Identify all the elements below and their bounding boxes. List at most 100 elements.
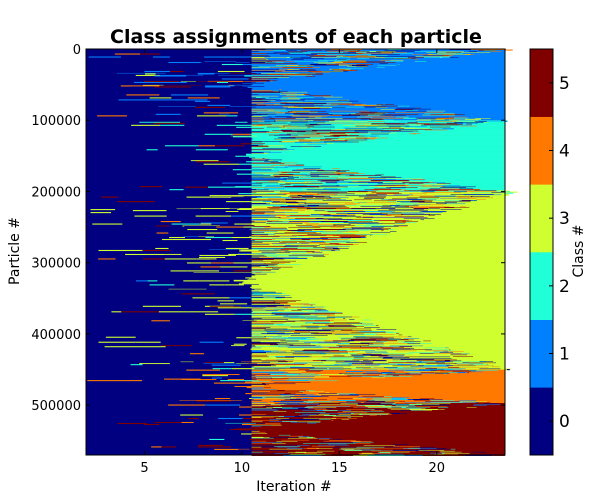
heatmap-cell <box>229 62 251 64</box>
heatmap-cell <box>181 253 217 256</box>
heatmap-cell <box>91 94 127 96</box>
heatmap-cell <box>170 270 188 272</box>
heatmap-cell <box>123 238 140 241</box>
heatmap-cell <box>126 115 162 117</box>
heatmap-cell <box>169 236 186 239</box>
heatmap-cell <box>224 346 256 348</box>
heatmap-cell <box>191 210 206 212</box>
heatmap-cell <box>202 375 229 377</box>
heatmap-cell <box>216 379 228 381</box>
heatmap-cell <box>168 247 186 250</box>
heatmap-cell <box>200 309 231 311</box>
heatmap-cell <box>103 161 124 163</box>
heatmap-cell <box>162 377 192 379</box>
heatmap-cell <box>211 196 244 198</box>
heatmap-cell <box>169 106 196 108</box>
heatmap-cell <box>134 215 167 217</box>
heatmap-cell <box>233 343 247 345</box>
heatmap-cell <box>116 135 147 137</box>
heatmap-cell <box>146 226 174 228</box>
heatmap-cell <box>205 85 235 87</box>
heatmap-cell <box>237 73 261 75</box>
heatmap-cell <box>146 149 158 151</box>
heatmap-cell <box>115 97 150 99</box>
heatmap-cell <box>182 163 204 165</box>
heatmap-cell <box>140 106 170 108</box>
heatmap-cell <box>164 258 197 260</box>
heatmap-cell <box>135 74 161 77</box>
heatmap-cell <box>168 225 183 227</box>
heatmap-cell <box>160 53 197 55</box>
heatmap-cell <box>219 243 233 246</box>
heatmap-cell <box>139 186 163 188</box>
heatmap-cell <box>194 124 217 126</box>
heatmap-cell <box>228 253 258 256</box>
heatmap-cell <box>211 223 235 225</box>
heatmap-cell <box>195 320 211 322</box>
heatmap-cell <box>229 161 247 163</box>
heatmap-cell <box>191 377 212 379</box>
heatmap-cell <box>196 258 217 260</box>
heatmap-cell <box>209 66 223 68</box>
heatmap-cell <box>217 289 236 291</box>
heatmap-cell <box>205 362 224 364</box>
heatmap-cell <box>235 382 265 384</box>
heatmap-cell <box>199 254 237 257</box>
heatmap-cell <box>205 210 223 212</box>
heatmap-cell <box>161 238 173 241</box>
heatmap-cell <box>149 336 170 338</box>
heatmap-cell <box>191 368 213 370</box>
heatmap-cell <box>189 289 218 291</box>
heatmap-cell <box>161 115 197 117</box>
heatmap-cell <box>182 375 203 377</box>
heatmap-cell <box>196 53 215 55</box>
heatmap-cell <box>225 256 244 259</box>
heatmap-cell <box>160 341 200 343</box>
heatmap-cell <box>185 236 206 239</box>
heatmap-cell <box>201 75 217 77</box>
heatmap-cell <box>225 106 257 108</box>
heatmap-cell <box>155 73 180 75</box>
heatmap-cell <box>229 221 255 223</box>
heatmap-cell <box>190 160 219 162</box>
heatmap-cell <box>161 66 194 68</box>
heatmap-cell <box>158 300 188 302</box>
heatmap-cell <box>168 61 202 64</box>
heatmap-cell <box>212 368 232 370</box>
heatmap-cell <box>126 380 143 382</box>
heatmap-cell <box>229 359 262 361</box>
heatmap-cell <box>180 113 220 115</box>
heatmap-cell <box>214 53 232 55</box>
heatmap-cell <box>164 364 186 366</box>
heatmap-cell <box>184 124 195 126</box>
heatmap-cell <box>168 232 207 234</box>
heatmap-cell <box>223 217 242 219</box>
heatmap-cell <box>216 124 235 126</box>
heatmap-cell <box>160 221 181 223</box>
heatmap-cell <box>200 259 225 262</box>
heatmap-cell <box>225 126 237 128</box>
heatmap-cell <box>152 196 187 198</box>
heatmap-cell <box>115 319 136 321</box>
heatmap-cell <box>130 86 155 88</box>
heatmap-cell <box>232 169 262 171</box>
heatmap-cell <box>182 161 196 163</box>
heatmap-cell <box>500 191 518 193</box>
heatmap-cell <box>225 183 242 185</box>
heatmap-cell <box>230 265 269 267</box>
heatmap-cell <box>220 266 248 268</box>
heatmap-cell <box>221 83 237 86</box>
heatmap-cell <box>166 215 184 217</box>
heatmap-cell <box>119 122 133 124</box>
heatmap-cell <box>216 258 244 260</box>
heatmap-cell <box>130 364 143 366</box>
heatmap-cell <box>232 133 251 135</box>
heatmap-cell <box>230 309 266 311</box>
heatmap-cell <box>90 212 112 214</box>
heatmap-cell <box>173 226 205 228</box>
heatmap-cell <box>144 73 156 75</box>
heatmap-cell <box>119 284 150 286</box>
heatmap-cell <box>198 145 215 147</box>
heatmap-cell <box>152 99 172 101</box>
heatmap-cell <box>236 228 250 231</box>
